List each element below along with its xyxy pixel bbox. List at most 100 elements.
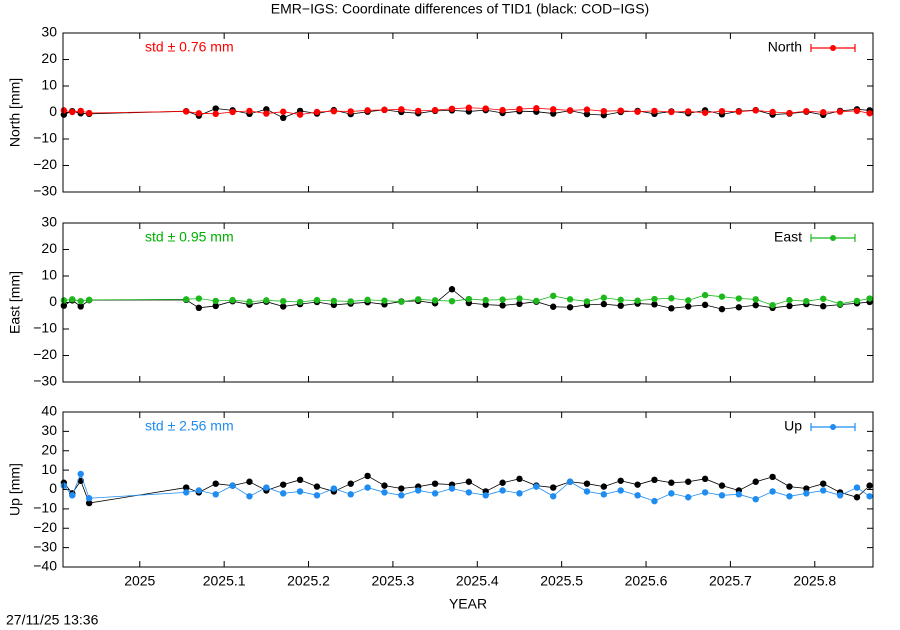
data-point xyxy=(415,487,422,494)
data-point xyxy=(752,478,759,485)
legend-symbol xyxy=(830,235,836,241)
data-point xyxy=(296,111,304,118)
data-point xyxy=(60,482,68,489)
data-point xyxy=(550,493,557,500)
x-tick-label: 2025.3 xyxy=(371,573,414,589)
annotation: std ± 0.95 mm xyxy=(145,229,234,245)
x-axis-label: YEAR xyxy=(449,596,487,612)
x-tick-label: 2025.6 xyxy=(625,573,668,589)
data-point xyxy=(651,295,658,303)
data-point xyxy=(634,297,641,304)
data-point xyxy=(769,108,776,116)
data-point xyxy=(330,297,338,305)
data-point xyxy=(182,484,190,491)
data-point xyxy=(617,107,624,114)
data-point xyxy=(853,297,861,305)
data-point xyxy=(182,489,190,496)
data-point xyxy=(347,298,354,305)
data-point xyxy=(195,304,203,311)
y-tick-label: −10 xyxy=(33,320,57,336)
data-point xyxy=(820,109,827,116)
y-tick-label: −30 xyxy=(33,373,57,389)
data-point xyxy=(718,492,726,499)
y-tick-label: 10 xyxy=(41,77,57,93)
data-point xyxy=(60,107,68,114)
data-point xyxy=(195,110,203,117)
data-point xyxy=(769,488,776,495)
data-point xyxy=(398,298,405,305)
data-point xyxy=(69,296,76,303)
data-point xyxy=(347,480,354,487)
data-point xyxy=(415,107,422,115)
data-point xyxy=(229,108,236,116)
data-point xyxy=(415,296,422,303)
data-point xyxy=(431,480,439,487)
data-point xyxy=(246,298,253,305)
series-line xyxy=(63,288,870,310)
data-point xyxy=(836,300,844,308)
data-point xyxy=(866,493,873,500)
data-point xyxy=(85,109,93,117)
data-point xyxy=(701,489,709,496)
data-point xyxy=(499,302,506,309)
data-point xyxy=(685,478,692,485)
data-point xyxy=(820,480,827,487)
data-point xyxy=(634,481,641,488)
data-point xyxy=(668,295,675,302)
data-point xyxy=(313,483,321,490)
legend-label: North xyxy=(768,39,802,55)
data-point xyxy=(803,490,810,497)
data-point xyxy=(866,110,873,117)
y-tick-label: −10 xyxy=(33,500,57,516)
data-point xyxy=(617,302,624,309)
annotation: std ± 0.76 mm xyxy=(145,39,234,55)
data-point xyxy=(313,108,321,116)
data-point xyxy=(60,297,68,304)
data-point xyxy=(866,295,873,302)
data-point xyxy=(836,492,844,499)
data-point xyxy=(182,108,190,115)
data-point xyxy=(718,482,726,489)
legend-symbol xyxy=(830,45,836,51)
data-point xyxy=(246,478,253,485)
data-point xyxy=(718,305,726,313)
data-point xyxy=(651,301,658,308)
data-point xyxy=(566,296,574,303)
data-point xyxy=(718,107,726,115)
data-point xyxy=(229,296,236,304)
data-point xyxy=(195,295,203,302)
data-point xyxy=(600,294,608,301)
x-tick-label: 2025.7 xyxy=(709,573,752,589)
data-point xyxy=(330,485,338,492)
data-point xyxy=(246,107,253,115)
data-point xyxy=(516,105,523,113)
data-point xyxy=(516,490,523,497)
data-point xyxy=(280,490,287,497)
data-point xyxy=(465,104,473,111)
series-line xyxy=(63,294,870,306)
data-point xyxy=(533,483,540,490)
y-tick-label: −10 xyxy=(33,130,57,146)
data-point xyxy=(634,108,641,115)
data-point xyxy=(516,295,523,302)
data-point xyxy=(364,107,371,114)
data-point xyxy=(836,108,844,115)
data-point xyxy=(583,110,591,118)
x-tick-label: 2025.4 xyxy=(456,573,499,589)
y-tick-label: 0 xyxy=(49,103,57,119)
data-point xyxy=(735,491,743,498)
data-point xyxy=(77,107,84,115)
chart-title: EMR−IGS: Coordinate differences of TID1 … xyxy=(271,1,649,17)
timestamp: 27/11/25 13:36 xyxy=(6,612,99,628)
data-point xyxy=(583,298,591,305)
y-tick-label: 30 xyxy=(41,24,57,40)
legend-label: East xyxy=(774,229,802,245)
data-point xyxy=(853,494,861,501)
y-tick-label: −40 xyxy=(33,558,57,574)
y-axis-label: East [mm] xyxy=(7,271,23,334)
y-tick-label: −20 xyxy=(33,156,57,172)
data-point xyxy=(77,297,84,305)
data-point xyxy=(296,298,304,306)
data-point xyxy=(195,487,203,494)
data-point xyxy=(651,107,658,115)
